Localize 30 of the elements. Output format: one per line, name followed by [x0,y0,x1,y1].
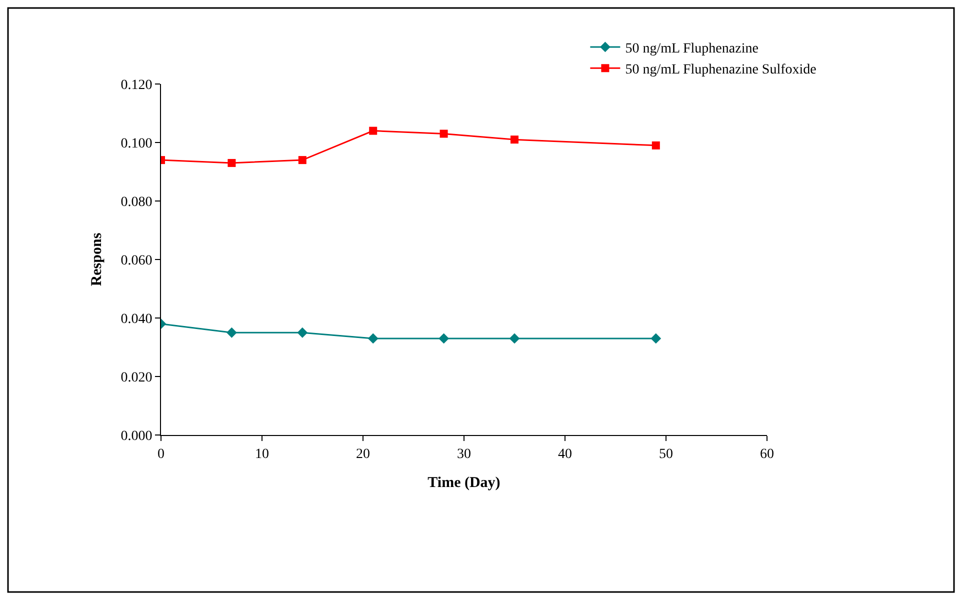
point [226,327,237,338]
point [297,327,308,338]
x-tick-label: 40 [558,446,572,462]
point [368,333,378,344]
y-axis-title: Respons [88,232,105,286]
y-tick-label: 0.020 [120,370,152,386]
point [228,158,236,167]
point [298,156,306,164]
y-tick-label: 0.060 [120,253,152,268]
point [440,130,448,138]
point [652,141,660,150]
y-tick-label: 0.100 [120,136,152,152]
x-tick-label: 0 [158,446,164,462]
x-tick-label: 30 [457,446,471,462]
x-tick-label: 20 [356,446,370,462]
x-tick-label: 60 [760,446,774,462]
y-tick-label: 0.000 [120,428,152,444]
legend-label: 50 ng/mL Fluphenazine Sulfoxide [625,62,816,78]
point [510,136,518,144]
x-tick-label: 50 [659,446,673,462]
y-tick-label: 0.040 [120,312,152,327]
point [509,333,520,344]
point [650,333,662,344]
y-tick-label: 0.080 [120,194,152,210]
point [369,126,378,135]
point [438,333,449,344]
x-axis-title: Time (Day) [428,474,500,491]
y-tick-label: 0.120 [120,78,152,93]
x-tick-label: 10 [255,446,269,462]
legend-label: 50 ng/mL Fluphenazine [625,41,758,56]
